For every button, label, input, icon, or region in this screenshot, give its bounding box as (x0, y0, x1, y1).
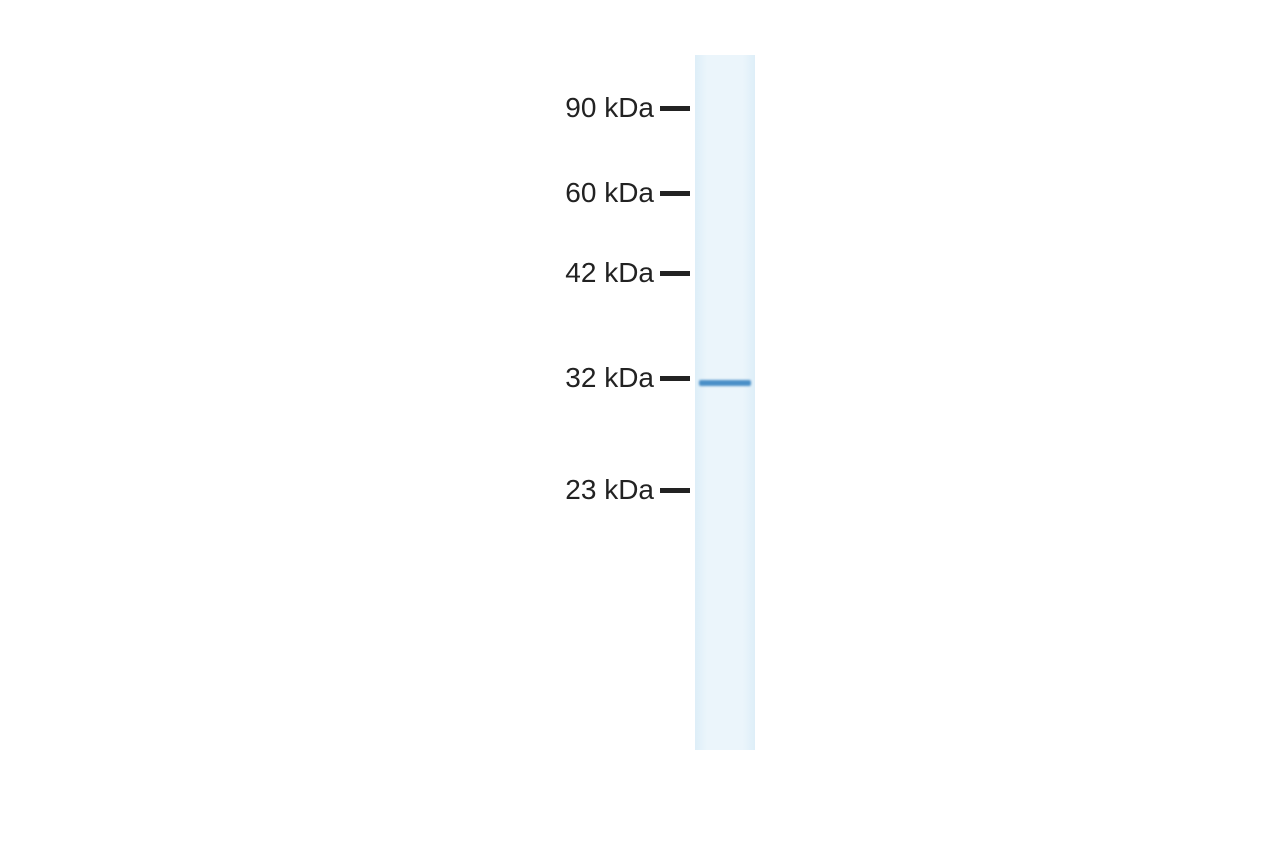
mw-marker-label: 42 kDa (565, 257, 654, 289)
mw-marker: 90 kDa (0, 92, 690, 124)
mw-marker-label: 60 kDa (565, 177, 654, 209)
blot-lane (695, 55, 755, 750)
mw-marker: 42 kDa (0, 257, 690, 289)
mw-marker-tick (660, 106, 690, 111)
mw-marker-label: 32 kDa (565, 362, 654, 394)
mw-marker: 32 kDa (0, 362, 690, 394)
mw-marker: 23 kDa (0, 474, 690, 506)
mw-marker-label: 23 kDa (565, 474, 654, 506)
mw-marker: 60 kDa (0, 177, 690, 209)
mw-marker-tick (660, 488, 690, 493)
blot-band (699, 380, 751, 386)
mw-marker-tick (660, 271, 690, 276)
mw-marker-tick (660, 376, 690, 381)
mw-marker-label: 90 kDa (565, 92, 654, 124)
blot-canvas: 90 kDa 60 kDa 42 kDa 32 kDa 23 kDa (0, 0, 1280, 853)
mw-marker-tick (660, 191, 690, 196)
